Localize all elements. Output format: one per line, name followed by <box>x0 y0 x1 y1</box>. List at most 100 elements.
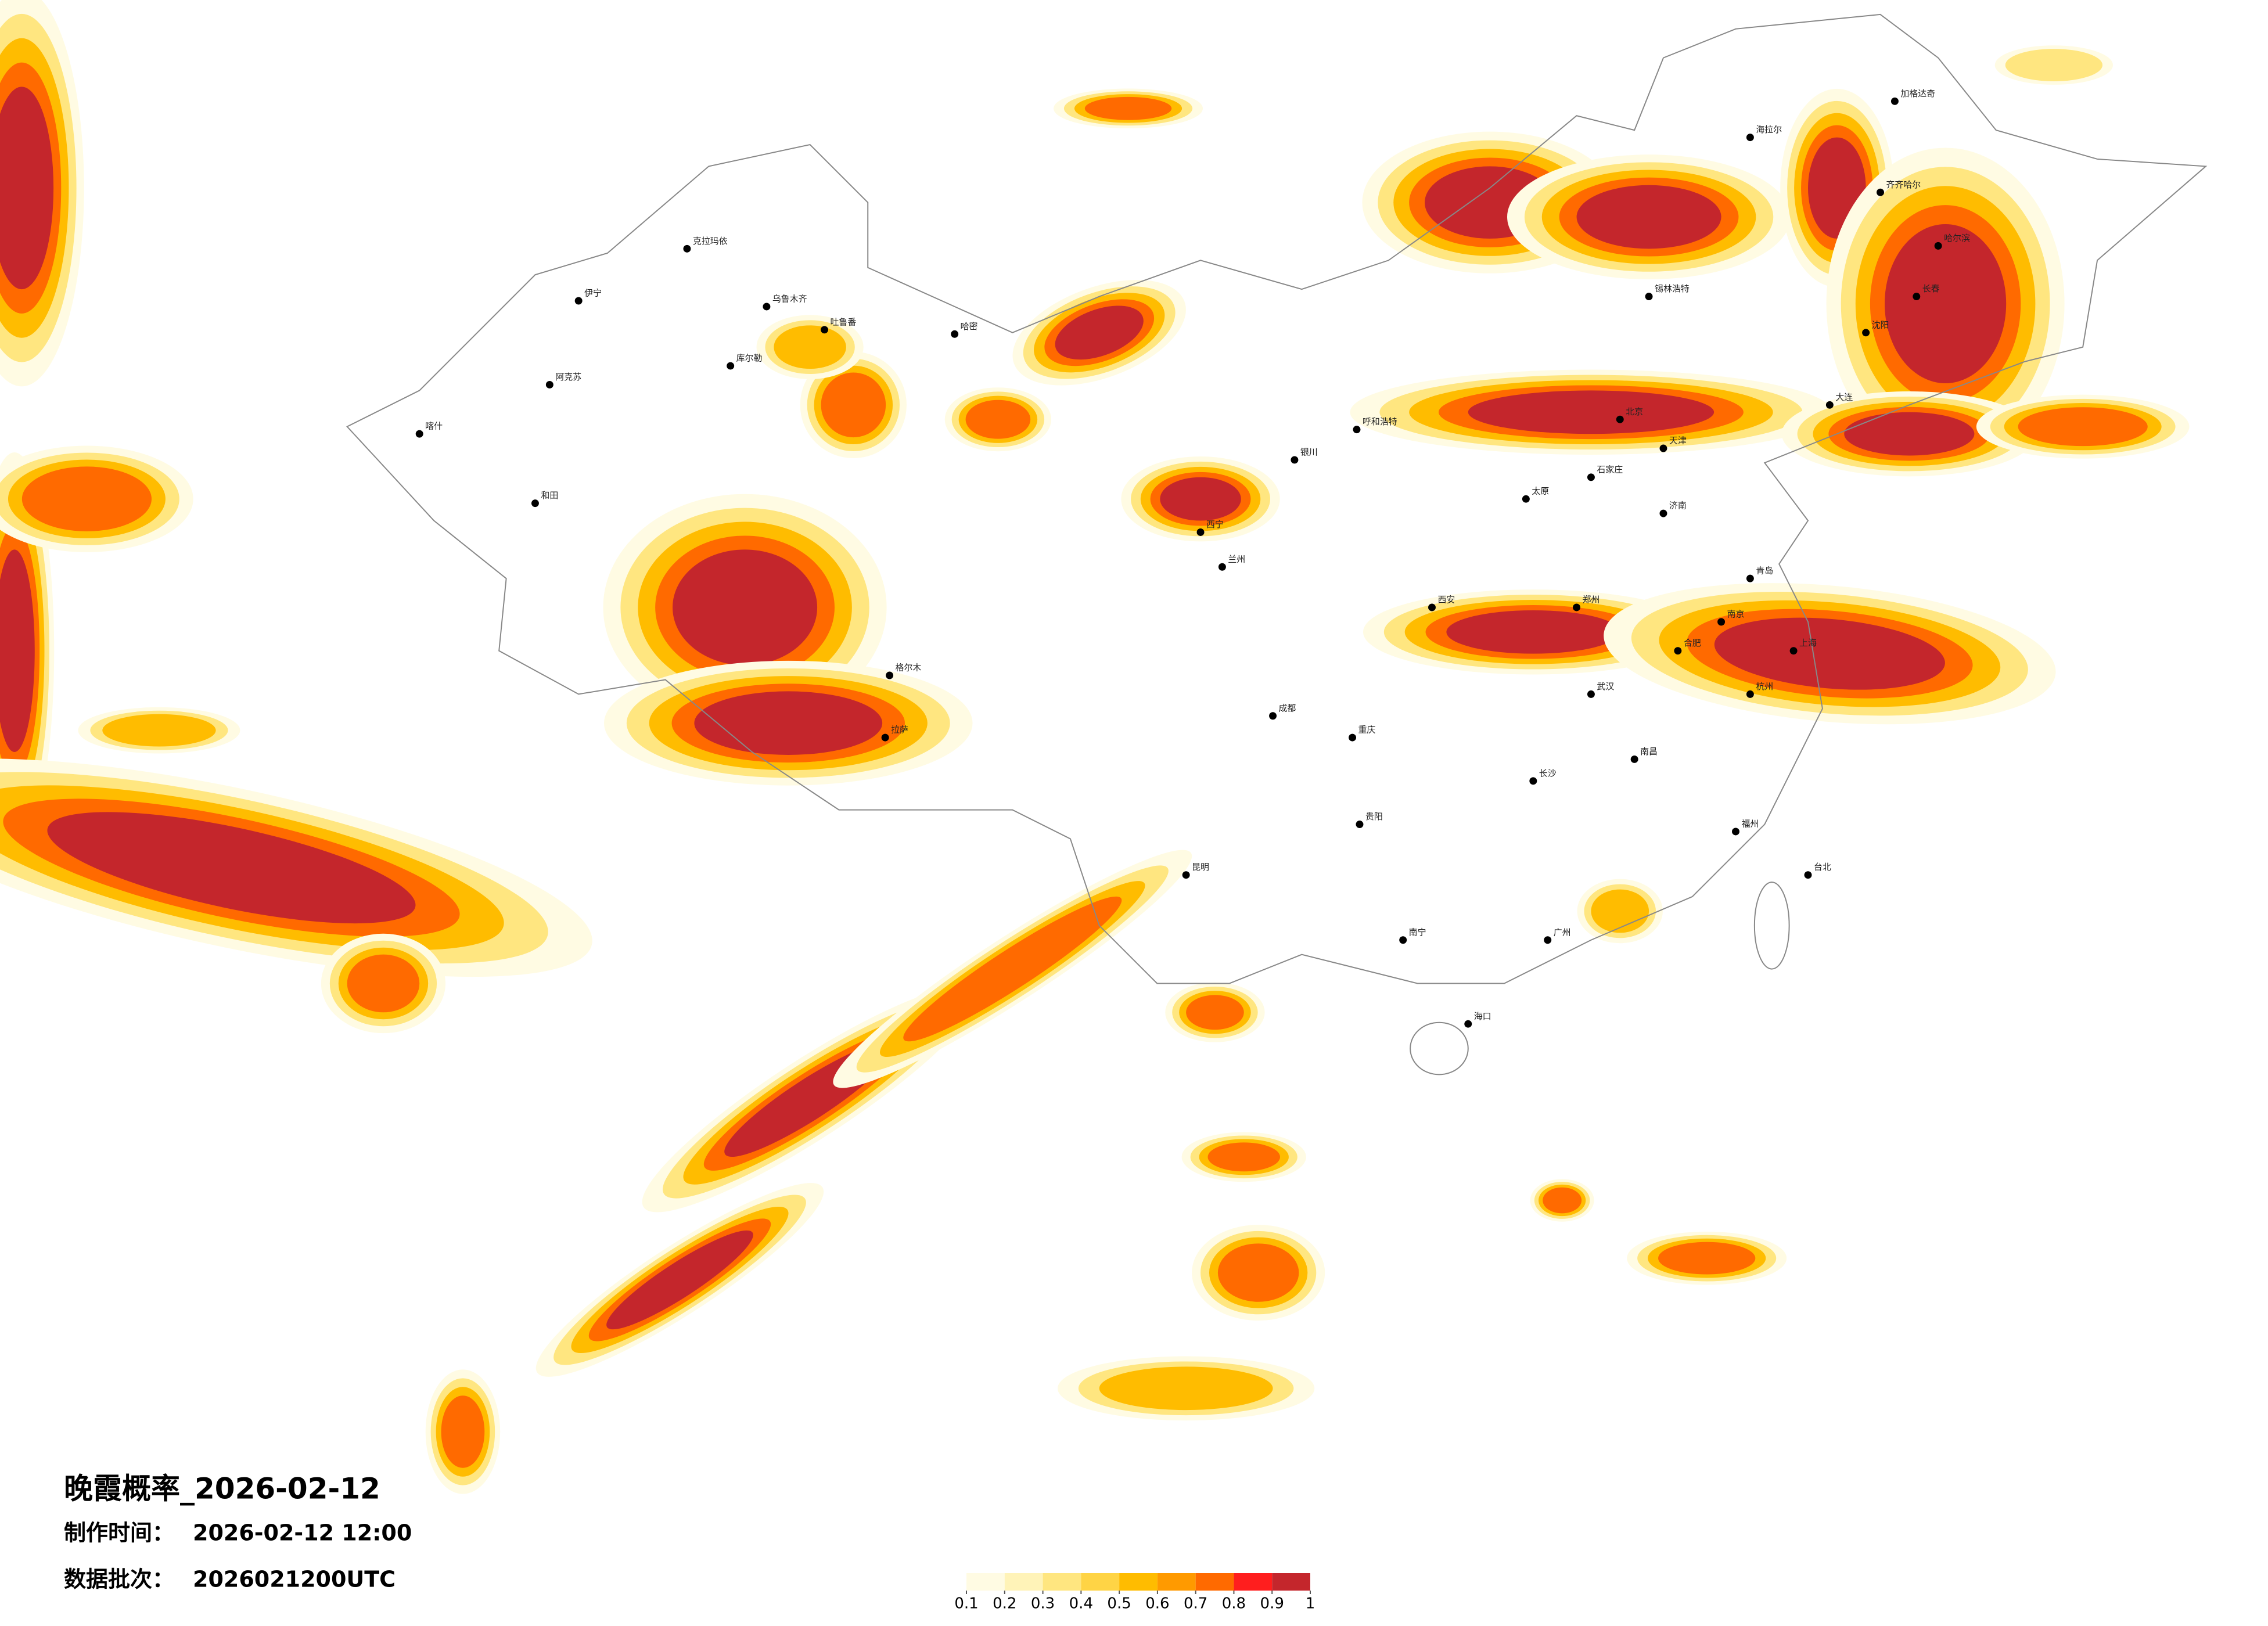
city-dot <box>1630 755 1638 763</box>
probability-patch <box>821 372 886 438</box>
city-label: 合肥 <box>1684 638 1701 648</box>
city-dot <box>1269 712 1277 720</box>
city-dot <box>1862 329 1870 337</box>
city-dot <box>951 330 959 338</box>
probability-patch <box>1099 1366 1273 1411</box>
probability-patch <box>1468 390 1715 434</box>
city-label: 齐齐哈尔 <box>1886 179 1921 190</box>
city-dot <box>1746 574 1754 582</box>
city-label: 克拉玛依 <box>693 236 728 246</box>
legend-swatch <box>1004 1573 1043 1591</box>
city-dot <box>1522 495 1530 503</box>
legend-tick-label: 0.9 <box>1260 1595 1284 1612</box>
city-label: 海拉尔 <box>1756 124 1782 135</box>
probability-patch <box>965 400 1031 439</box>
probability-patch <box>0 549 35 752</box>
batch-label: 数据批次： <box>64 1567 174 1592</box>
city-label: 台北 <box>1814 862 1831 872</box>
city-dot <box>1587 690 1595 698</box>
city-dot <box>1825 401 1834 409</box>
city-dot <box>531 499 539 508</box>
city-dot <box>1645 293 1653 301</box>
city-dot <box>1934 242 1942 250</box>
city-dot <box>545 380 553 388</box>
city-label: 拉萨 <box>891 725 908 735</box>
probability-patch <box>694 691 883 755</box>
legend-swatch <box>1081 1573 1120 1591</box>
city-dot <box>1804 871 1812 879</box>
city-dot <box>1182 871 1190 879</box>
city-dot <box>1529 777 1537 785</box>
city-label: 西宁 <box>1206 519 1224 530</box>
city-label: 海口 <box>1474 1011 1491 1021</box>
probability-patch <box>441 1395 485 1468</box>
city-dot <box>1746 134 1754 142</box>
probability-patch <box>1844 412 1975 456</box>
probability-patch <box>606 1230 753 1330</box>
city-dot <box>1428 603 1436 611</box>
city-label: 北京 <box>1626 406 1643 417</box>
probability-patch <box>47 812 416 924</box>
city-dot <box>727 362 735 370</box>
city-label: 哈尔滨 <box>1944 233 1970 243</box>
city-dot <box>1659 444 1667 452</box>
city-label: 大连 <box>1835 392 1853 402</box>
city-label: 西安 <box>1437 595 1455 605</box>
legend-swatch <box>1272 1573 1310 1591</box>
probability-patch <box>1714 617 1945 690</box>
city-dot <box>1356 821 1364 829</box>
city-dot <box>1877 188 1884 196</box>
city-dot <box>1544 936 1552 944</box>
probability-patch <box>1576 185 1721 249</box>
legend-swatch <box>1043 1573 1081 1591</box>
city-label: 哈密 <box>961 321 978 332</box>
probability-patch <box>1160 477 1241 521</box>
city-dot <box>1218 563 1226 571</box>
city-dot <box>1616 415 1624 423</box>
legend-swatch <box>1195 1573 1234 1591</box>
legend-tick-label: 0.2 <box>993 1595 1016 1612</box>
probability-patch <box>1186 995 1244 1030</box>
probability-patch <box>1055 305 1144 360</box>
probability-patch <box>2018 407 2148 447</box>
city-dot <box>881 733 889 742</box>
city-dot <box>574 297 583 305</box>
legend-tick-label: 1 <box>1306 1595 1315 1612</box>
legend-tick-label: 0.6 <box>1145 1595 1169 1612</box>
city-label: 武汉 <box>1597 681 1614 692</box>
city-dot <box>1573 603 1581 611</box>
legend-swatch <box>1234 1573 1273 1591</box>
colorbar: 0.1 0.2 0.3 0.4 0.5 0.6 0.7 0.8 0.9 1 <box>954 1573 1315 1612</box>
probability-patch <box>21 466 152 531</box>
city-label: 石家庄 <box>1597 464 1623 474</box>
city-dot <box>1196 528 1205 536</box>
probability-patch <box>1658 1242 1756 1275</box>
city-label: 贵阳 <box>1365 811 1383 822</box>
city-label: 太原 <box>1532 486 1549 497</box>
city-label: 成都 <box>1279 703 1296 713</box>
probability-field <box>0 0 2190 1494</box>
city-dot <box>1890 97 1899 105</box>
legend-tick-label: 0.3 <box>1031 1595 1055 1612</box>
city-dot <box>1746 690 1754 698</box>
city-dot <box>1674 647 1682 655</box>
city-label: 库尔勒 <box>736 353 763 364</box>
probability-patch <box>2005 49 2103 81</box>
probability-patch <box>1446 610 1620 654</box>
city-label: 天津 <box>1669 436 1687 446</box>
probability-patch <box>1217 1243 1299 1302</box>
city-label: 南宁 <box>1409 927 1426 937</box>
city-dot <box>763 303 771 311</box>
city-label: 呼和浩特 <box>1363 416 1397 427</box>
city-dot <box>821 326 829 334</box>
city-label: 和田 <box>541 490 558 501</box>
city-dot <box>1659 509 1667 517</box>
city-label: 青岛 <box>1756 566 1773 576</box>
probability-patch <box>102 714 216 747</box>
city-label: 杭州 <box>1756 681 1773 692</box>
legend-swatch <box>966 1573 1005 1591</box>
island-border <box>1410 1021 1469 1075</box>
city-label: 加格达奇 <box>1900 88 1935 99</box>
